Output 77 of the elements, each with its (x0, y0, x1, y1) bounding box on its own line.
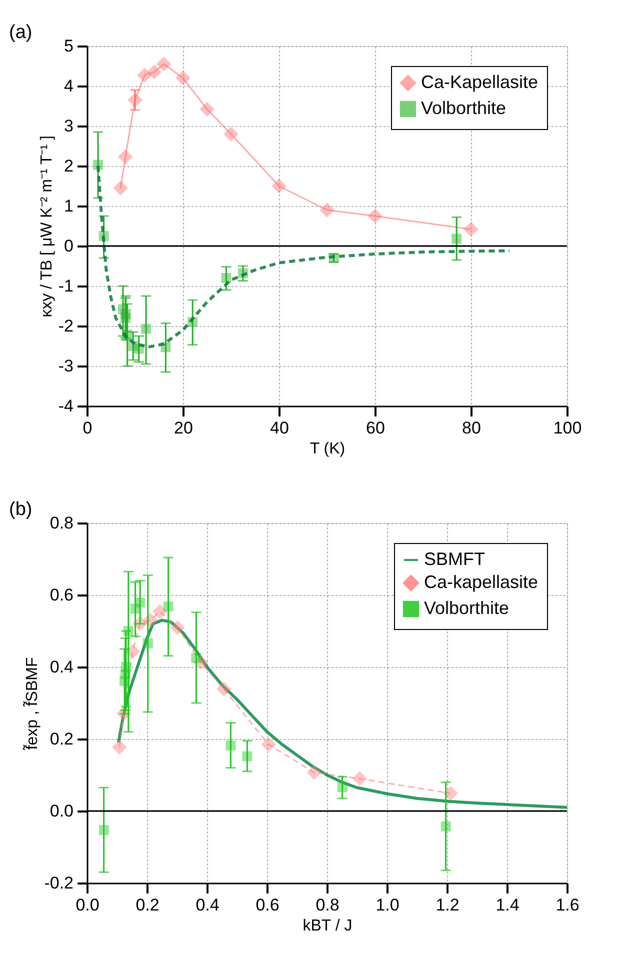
x-tick-label: 0.2 (136, 896, 160, 914)
point (141, 324, 152, 334)
x-tick-label: 100 (553, 418, 582, 438)
y-tick-label: 0.6 (50, 586, 74, 604)
y-tick-label: 1 (64, 196, 74, 216)
point (156, 56, 172, 72)
point (440, 821, 451, 832)
point (163, 602, 174, 612)
y-tick-label: 3 (64, 116, 74, 136)
y-tick-label: 0.4 (50, 658, 74, 676)
x-tick-label: 1.6 (556, 896, 580, 914)
text: (a) (9, 22, 32, 43)
y-tick-label: 0.0 (50, 802, 74, 820)
x-axis-title: T (K) (310, 440, 346, 458)
point (120, 313, 130, 323)
point (113, 180, 128, 196)
point (306, 765, 322, 780)
x-tick-label: 80 (462, 418, 481, 438)
point (464, 222, 478, 237)
x-tick-label: 1.0 (376, 896, 400, 914)
x-tick-label: 20 (174, 418, 193, 438)
text: (b) (9, 499, 32, 520)
point (152, 604, 168, 619)
y-tick-label: -4 (58, 396, 74, 416)
point (226, 740, 236, 750)
x-tick-label: 0.6 (256, 896, 280, 914)
legend-label: Volborthite (421, 98, 506, 118)
point (135, 598, 146, 608)
point (337, 782, 348, 792)
y-tick-label: 4 (64, 76, 74, 96)
y-tick-label: 5 (64, 36, 74, 56)
point (443, 786, 458, 801)
x-tick-label: 0.0 (76, 896, 100, 914)
point (98, 825, 109, 836)
y-axis-title: f̃exp , f̃SBMF (22, 657, 42, 752)
point (221, 273, 232, 283)
point (320, 202, 334, 218)
point (368, 208, 382, 224)
x-axis-title: kBT / J (302, 918, 352, 934)
y-tick-label: -2 (58, 316, 74, 336)
point (123, 626, 134, 636)
x-tick-label: 0 (82, 418, 92, 438)
point (200, 102, 214, 117)
x-tick-label: 1.4 (496, 896, 520, 914)
legend-label: Ca-Kapellasite (421, 72, 538, 92)
point (452, 234, 462, 244)
y-tick-label: 2 (64, 156, 74, 176)
point (176, 70, 190, 86)
point (121, 662, 131, 672)
point (142, 638, 153, 648)
legend-label: Ca-kapellasite (424, 572, 538, 592)
y-tick-label: 0.8 (50, 514, 74, 532)
y-axis-title: κxy / TB [ μW K⁻² m⁻¹ T⁻¹ ] (38, 136, 56, 318)
x-tick-label: 0.8 (316, 896, 340, 914)
point (272, 178, 286, 194)
point (224, 126, 238, 142)
point (112, 740, 127, 755)
x-tick-label: 1.2 (436, 896, 460, 914)
point (352, 771, 368, 786)
legend-label: Volborthite (424, 598, 510, 618)
y-tick-label: -3 (58, 356, 74, 376)
point (170, 620, 186, 636)
y-tick-label: 0 (64, 236, 74, 256)
x-tick-label: 0.4 (196, 896, 220, 914)
legend-label: SBMFT (424, 549, 485, 569)
x-tick-label: 60 (366, 418, 385, 438)
y-tick-label: -0.2 (44, 874, 74, 892)
x-tick-label: 40 (270, 418, 289, 438)
point (216, 682, 232, 696)
y-tick-label: 0.2 (50, 730, 74, 748)
point (137, 68, 152, 83)
point (146, 64, 162, 80)
point (118, 149, 133, 164)
point (242, 751, 252, 762)
point (261, 736, 276, 752)
y-tick-label: -1 (58, 276, 74, 296)
point (128, 92, 142, 108)
